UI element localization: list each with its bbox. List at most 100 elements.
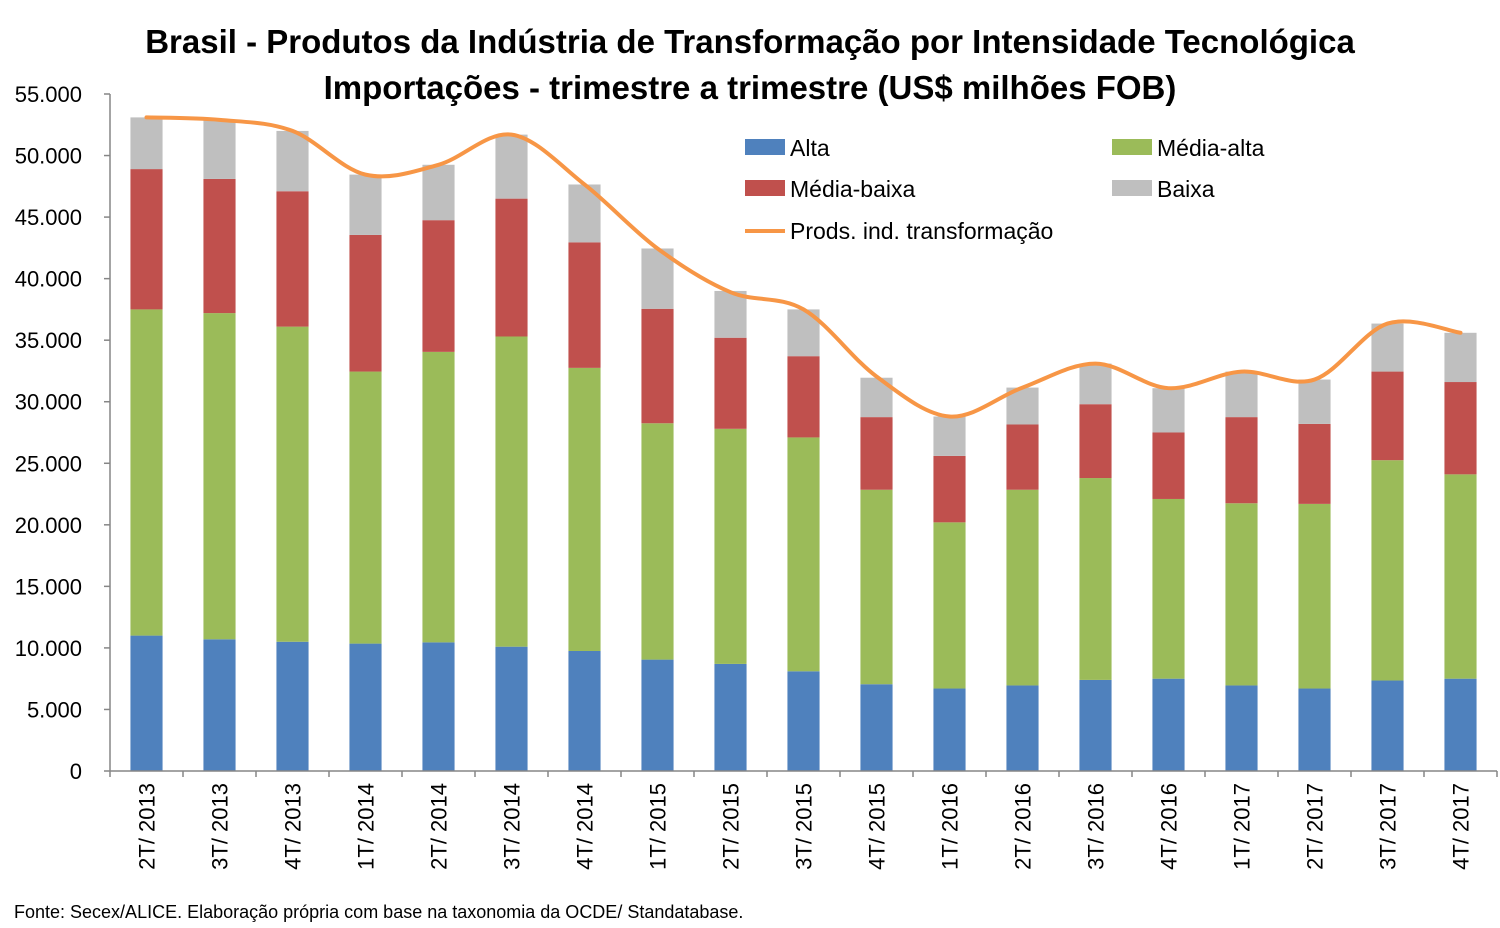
bar-m-dia-alta-8: [714, 428, 747, 664]
bar-baixa-4: [422, 164, 455, 221]
y-tick-label-2: 10.000: [15, 636, 82, 661]
bar-alta-1: [203, 639, 236, 771]
bar-m-dia-baixa-14: [1152, 432, 1185, 499]
bar-m-dia-alta-11: [933, 522, 966, 689]
x-tick-label-13: 3T/ 2016: [1084, 783, 1109, 870]
bar-m-dia-baixa-5: [495, 198, 528, 337]
bar-m-dia-alta-16: [1298, 503, 1331, 689]
bar-baixa-2: [276, 130, 309, 192]
bar-m-dia-baixa-10: [860, 417, 893, 490]
legend-swatch-baixa: [1112, 180, 1152, 196]
y-tick-label-8: 40.000: [15, 267, 82, 292]
source-note: Fonte: Secex/ALICE. Elaboração própria c…: [14, 902, 744, 922]
bar-m-dia-alta-14: [1152, 498, 1185, 679]
y-tick-label-7: 35.000: [15, 328, 82, 353]
legend-label-alta: Alta: [790, 135, 830, 161]
legend-swatch-m-dia-baixa: [745, 180, 785, 196]
total-line: [144, 115, 1463, 419]
bar-alta-12: [1006, 685, 1039, 771]
bar-alta-6: [568, 650, 601, 771]
bar-baixa-18: [1444, 332, 1477, 383]
bar-alta-3: [349, 643, 382, 771]
bar-m-dia-alta-1: [203, 313, 236, 640]
x-tick-label-5: 3T/ 2014: [500, 783, 525, 870]
bar-m-dia-baixa-2: [276, 191, 309, 327]
bar-alta-5: [495, 646, 528, 771]
legend-swatch-m-dia-alta: [1112, 139, 1152, 155]
bar-m-dia-baixa-12: [1006, 424, 1039, 490]
bar-alta-4: [422, 642, 455, 771]
bar-alta-10: [860, 684, 893, 771]
x-tick-label-1: 3T/ 2013: [208, 783, 233, 870]
bar-m-dia-baixa-1: [203, 178, 236, 314]
bar-m-dia-alta-9: [787, 437, 820, 672]
x-tick-label-12: 2T/ 2016: [1011, 783, 1036, 870]
bar-alta-8: [714, 663, 747, 771]
legend-label-total: Prods. ind. transformação: [790, 218, 1053, 244]
bar-baixa-5: [495, 134, 528, 199]
x-tick-label-14: 4T/ 2016: [1157, 783, 1182, 870]
bar-baixa-1: [203, 119, 236, 179]
y-tick-label-10: 50.000: [15, 144, 82, 169]
x-tick-label-11: 1T/ 2016: [938, 783, 963, 870]
bar-m-dia-alta-6: [568, 367, 601, 651]
x-tick-label-6: 4T/ 2014: [573, 783, 598, 870]
bar-m-dia-alta-18: [1444, 474, 1477, 679]
legend-swatch-alta: [745, 139, 785, 155]
bar-alta-15: [1225, 685, 1258, 771]
bar-m-dia-baixa-0: [130, 169, 163, 310]
y-tick-label-0: 0: [70, 759, 82, 784]
x-tick-label-7: 1T/ 2015: [646, 783, 671, 870]
bars-layer: [130, 117, 1477, 771]
bar-m-dia-baixa-7: [641, 308, 674, 424]
x-tick-label-0: 2T/ 2013: [135, 783, 160, 870]
bar-alta-16: [1298, 688, 1331, 771]
legend-label-m-dia-alta: Média-alta: [1157, 135, 1265, 161]
bar-m-dia-alta-10: [860, 489, 893, 685]
legend-label-baixa: Baixa: [1157, 176, 1215, 202]
bar-baixa-14: [1152, 388, 1185, 433]
bar-alta-11: [933, 688, 966, 771]
bar-m-dia-baixa-11: [933, 455, 966, 523]
x-tick-label-9: 3T/ 2015: [792, 783, 817, 870]
chart-subtitle: Importações - trimestre a trimestre (US$…: [323, 69, 1177, 106]
bar-alta-14: [1152, 678, 1185, 771]
x-tick-label-18: 4T/ 2017: [1449, 783, 1474, 870]
bar-m-dia-alta-4: [422, 351, 455, 643]
x-tick-label-15: 1T/ 2017: [1230, 783, 1255, 870]
bar-m-dia-alta-7: [641, 423, 674, 660]
bar-alta-18: [1444, 678, 1477, 771]
bar-baixa-3: [349, 174, 382, 235]
y-tick-label-5: 25.000: [15, 451, 82, 476]
bar-m-dia-alta-3: [349, 371, 382, 644]
legend-label-m-dia-baixa: Média-baixa: [790, 176, 915, 202]
line-layer: [144, 115, 1463, 419]
bar-m-dia-baixa-18: [1444, 382, 1477, 475]
y-tick-label-1: 5.000: [27, 697, 82, 722]
bar-m-dia-baixa-4: [422, 220, 455, 352]
bar-m-dia-baixa-13: [1079, 404, 1112, 479]
bar-m-dia-alta-17: [1371, 460, 1404, 681]
x-tick-label-8: 2T/ 2015: [719, 783, 744, 870]
x-tick-label-17: 3T/ 2017: [1376, 783, 1401, 870]
bar-baixa-0: [130, 117, 163, 170]
bar-m-dia-alta-15: [1225, 503, 1258, 686]
bar-alta-17: [1371, 680, 1404, 771]
bar-m-dia-baixa-15: [1225, 417, 1258, 504]
legend: Alta Média-alta Média-baixa Baixa Prods. ind…: [745, 135, 1265, 244]
x-tick-label-10: 4T/ 2015: [865, 783, 890, 870]
bar-alta-7: [641, 659, 674, 771]
bar-baixa-16: [1298, 379, 1331, 424]
bar-m-dia-baixa-8: [714, 337, 747, 429]
x-tick-label-16: 2T/ 2017: [1303, 783, 1328, 870]
bar-m-dia-alta-2: [276, 326, 309, 642]
bar-baixa-13: [1079, 363, 1112, 405]
y-tick-label-6: 30.000: [15, 390, 82, 415]
bar-m-dia-baixa-9: [787, 356, 820, 438]
bar-m-dia-alta-0: [130, 309, 163, 636]
bar-baixa-11: [933, 416, 966, 456]
bar-alta-0: [130, 635, 163, 771]
bar-baixa-15: [1225, 371, 1258, 418]
bar-alta-2: [276, 641, 309, 771]
